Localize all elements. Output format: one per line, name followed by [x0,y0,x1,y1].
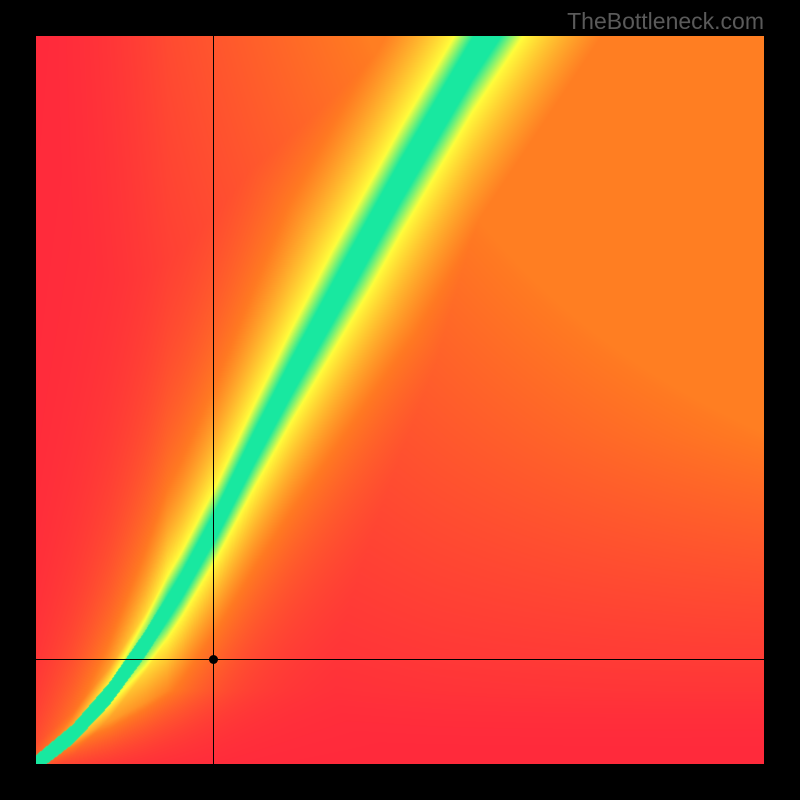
bottleneck-heatmap [36,36,764,764]
chart-container: { "chart": { "type": "heatmap", "canvas_… [0,0,800,800]
crosshair-horizontal [36,659,764,660]
watermark-text: TheBottleneck.com [567,8,764,35]
